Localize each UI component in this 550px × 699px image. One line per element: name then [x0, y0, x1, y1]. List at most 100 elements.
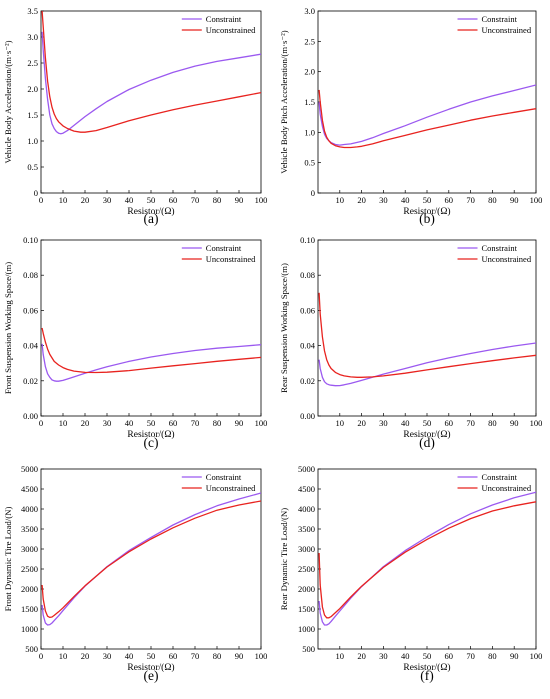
plot-frame: [317, 239, 537, 417]
x-tick-label: 100: [255, 418, 268, 428]
x-tick-label: 100: [255, 651, 268, 661]
x-tick-label: 20: [81, 195, 90, 205]
x-tick-label: 40: [125, 418, 134, 428]
y-tick-label: 0.04: [300, 341, 316, 351]
y-tick-label: 2000: [298, 584, 315, 594]
y-tick-label: 3500: [21, 524, 38, 534]
x-tick-label: 20: [357, 195, 366, 205]
series-line-unconstrained: [318, 501, 536, 619]
x-tick-label: 50: [147, 195, 156, 205]
y-axis-label: Front Dynamic Tire Load/(N): [3, 507, 13, 612]
x-tick-label: 100: [530, 418, 543, 428]
x-tick-label: 50: [423, 418, 432, 428]
x-tick-label: 90: [510, 651, 519, 661]
x-tick-label: 30: [379, 651, 388, 661]
panel-caption: (a): [144, 211, 159, 226]
y-tick-label: 0.10: [300, 235, 315, 245]
x-tick-label: 100: [530, 195, 543, 205]
y-axis-label: Vehicle Body Acceleration/(m·s⁻²): [3, 40, 13, 163]
y-tick-label: 0.06: [23, 305, 38, 315]
x-tick-label: 70: [466, 418, 475, 428]
y-tick-label: 0.02: [23, 376, 38, 386]
y-tick-label: 1500: [21, 604, 38, 614]
chart-panel-e: 0 10 20 30 40 50 60 70 80 90 100 500 1000 1500 2000 250…: [3, 464, 267, 683]
x-tick-label: 0: [39, 651, 43, 661]
y-tick-label: 1500: [298, 604, 315, 614]
y-tick-label: 0.00: [300, 411, 315, 421]
x-tick-label: 100: [255, 195, 268, 205]
x-tick-label: 80: [213, 651, 222, 661]
plot-frame: [40, 239, 262, 417]
x-tick-label: 70: [466, 195, 475, 205]
x-axis-label: Resistor/(Ω): [127, 429, 174, 440]
series-line-constraint: [318, 342, 536, 387]
legend-label: Unconstrained: [482, 254, 532, 264]
plot-frame: [317, 10, 537, 194]
x-tick-label: 10: [336, 195, 345, 205]
y-tick-label: 1.5: [304, 97, 315, 107]
x-tick-label: 60: [169, 195, 178, 205]
y-tick-label: 3.0: [304, 6, 315, 16]
y-tick-label: 2500: [21, 564, 38, 574]
legend-label: Unconstrained: [206, 483, 256, 493]
panel-caption: (b): [419, 211, 435, 226]
x-tick-label: 70: [191, 418, 200, 428]
x-tick-label: 20: [81, 418, 90, 428]
x-tick-label: 90: [510, 418, 519, 428]
x-tick-label: 80: [488, 418, 497, 428]
x-tick-label: 30: [103, 651, 112, 661]
x-tick-label: 90: [510, 195, 519, 205]
y-tick-label: 0.04: [23, 341, 39, 351]
x-tick-label: 80: [488, 195, 497, 205]
x-tick-label: 40: [125, 651, 134, 661]
y-tick-label: 2.5: [27, 58, 38, 68]
panel-caption: (d): [419, 435, 435, 450]
y-tick-label: 0: [34, 188, 38, 198]
y-tick-label: 4500: [298, 484, 315, 494]
plot-frame: [40, 468, 262, 650]
x-tick-label: 60: [169, 418, 178, 428]
y-tick-label: 2000: [21, 584, 38, 594]
y-tick-label: 3000: [21, 544, 38, 554]
x-tick-label: 90: [235, 195, 244, 205]
panel-caption: (f): [420, 668, 434, 683]
y-tick-label: 0.02: [300, 376, 315, 386]
y-tick-label: 2.0: [304, 67, 315, 77]
x-tick-label: 20: [357, 418, 366, 428]
x-axis-label: Resistor/(Ω): [127, 662, 174, 673]
chart-panel-c: 0 10 20 30 40 50 60 70 80 90 100 0.00 0.02 0.04 0.06 0.…: [3, 235, 267, 450]
y-tick-label: 0.5: [27, 162, 38, 172]
series-line-constraint: [318, 491, 536, 626]
y-tick-label: 1000: [21, 624, 38, 634]
x-tick-label: 50: [147, 418, 156, 428]
x-tick-label: 80: [213, 195, 222, 205]
y-tick-label: 500: [302, 644, 315, 654]
y-tick-label: 0.00: [23, 411, 38, 421]
x-tick-label: 30: [379, 195, 388, 205]
y-tick-label: 3.0: [27, 32, 38, 42]
x-tick-label: 80: [213, 418, 222, 428]
x-tick-label: 40: [401, 195, 410, 205]
y-axis-label: Rear Dynamic Tire Load/(N): [279, 508, 289, 610]
x-axis-label: Resistor/(Ω): [403, 662, 450, 673]
x-tick-label: 40: [401, 651, 410, 661]
y-tick-label: 2.0: [27, 84, 38, 94]
panel-caption: (e): [144, 668, 159, 683]
series-line-constraint: [41, 492, 261, 626]
y-tick-label: 2.5: [304, 36, 315, 46]
x-tick-label: 0: [39, 195, 43, 205]
y-tick-label: 0.10: [23, 235, 38, 245]
x-tick-label: 60: [169, 651, 178, 661]
legend-label: Unconstrained: [482, 483, 532, 493]
y-tick-label: 3.5: [27, 6, 38, 16]
x-axis-label: Resistor/(Ω): [403, 429, 450, 440]
x-tick-label: 50: [423, 651, 432, 661]
chart-panel-a: 0 10 20 30 40 50 60 70 80 90 100 0 0.5 1.0 1.5 2.0 2.5 3.…: [3, 6, 267, 226]
x-tick-label: 60: [445, 418, 454, 428]
x-tick-label: 50: [147, 651, 156, 661]
y-tick-label: 0: [311, 188, 315, 198]
y-tick-label: 3000: [298, 544, 315, 554]
x-tick-label: 70: [466, 651, 475, 661]
series-line-constraint: [318, 84, 536, 146]
